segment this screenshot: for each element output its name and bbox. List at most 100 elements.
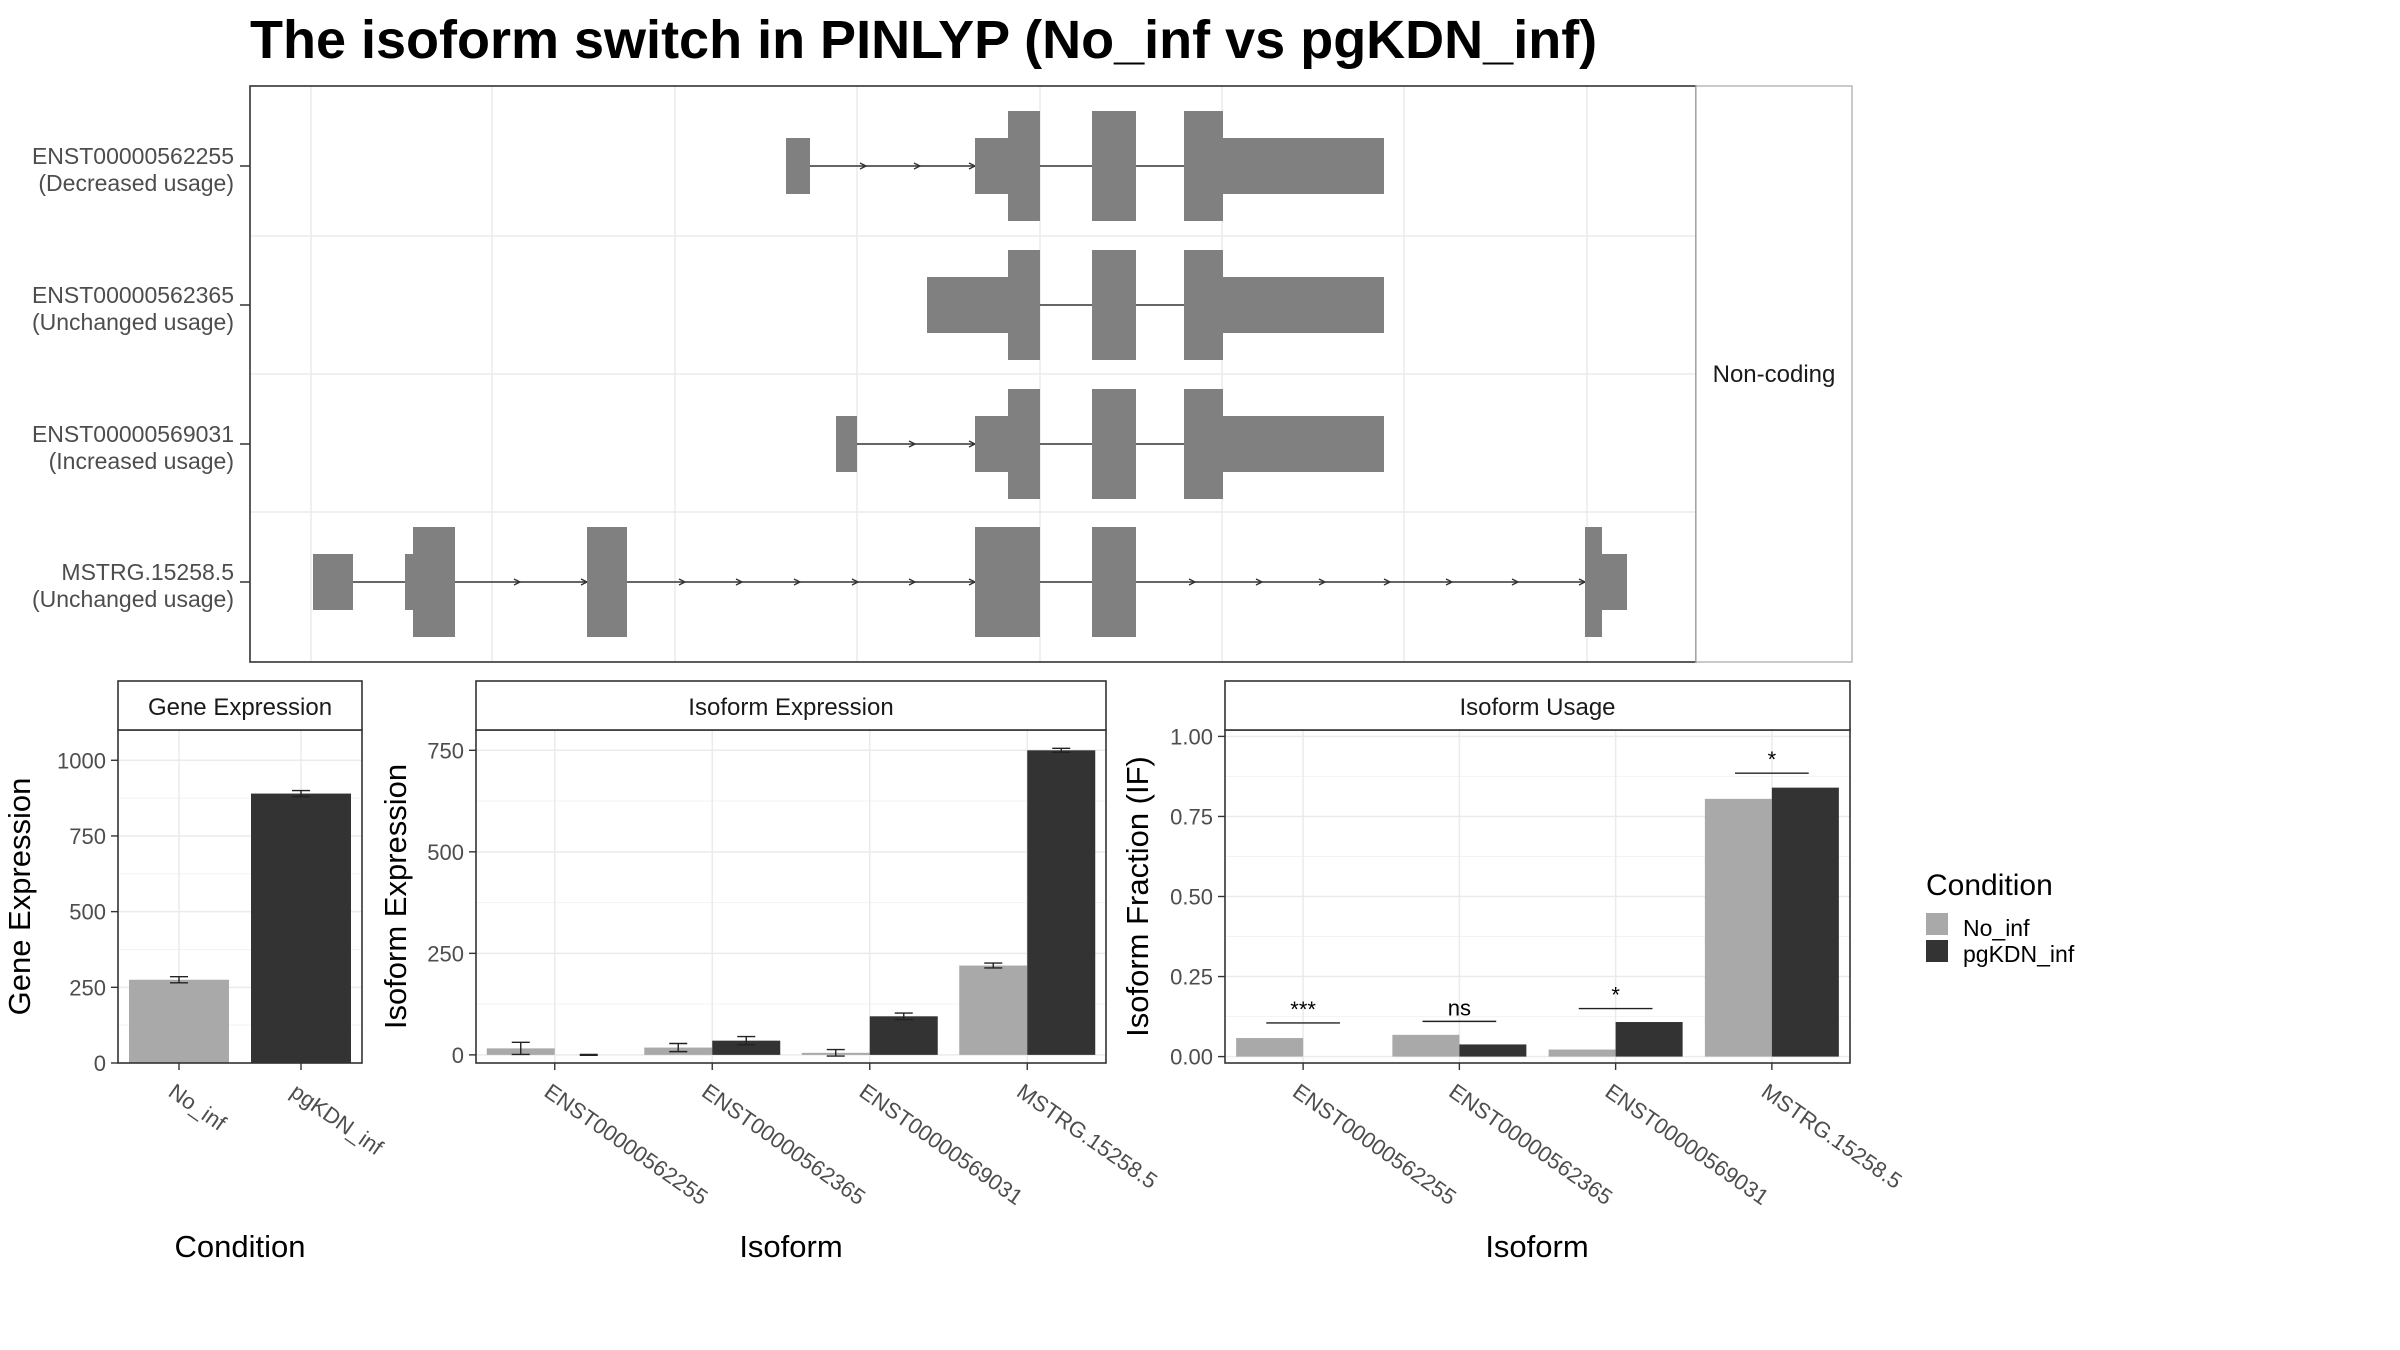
error-bar bbox=[984, 962, 1003, 969]
x-tick-label: ENST00000562255 bbox=[1288, 1079, 1461, 1210]
significance-label: ns bbox=[1448, 995, 1471, 1020]
bar-pgKDN_inf-ENST00000562365 bbox=[1459, 1044, 1527, 1057]
track-label-id: MSTRG.15258.5 bbox=[61, 559, 234, 585]
x-tick-label: pgKDN_inf bbox=[286, 1079, 388, 1161]
strand-arrow bbox=[1255, 578, 1264, 586]
isoform-structures bbox=[313, 111, 1627, 637]
strand-arrow bbox=[913, 162, 922, 170]
bar-No_inf bbox=[129, 979, 229, 1063]
track-label-id: ENST00000569031 bbox=[32, 421, 234, 447]
error-bar bbox=[894, 1012, 913, 1021]
track-label-id: ENST00000562365 bbox=[32, 282, 234, 308]
panel-isoform-expression: Isoform Expression 0 250 500 750 ENST00000562… bbox=[378, 680, 1162, 1264]
panel-strip bbox=[475, 680, 1107, 731]
strand-arrow bbox=[513, 578, 522, 586]
legend: Condition No_inf pgKDN_inf bbox=[1926, 869, 2075, 967]
error-bar bbox=[579, 1053, 598, 1056]
bars bbox=[1236, 787, 1839, 1057]
strand-arrow bbox=[851, 578, 860, 586]
x-axis-title: Condition bbox=[175, 1229, 306, 1264]
y-tick-label: 750 bbox=[69, 824, 106, 849]
coding-exon bbox=[1092, 527, 1136, 637]
bar-pgKDN_inf-ENST00000562365 bbox=[712, 1040, 781, 1055]
y-tick-label: 250 bbox=[69, 975, 106, 1000]
x-tick-label: ENST00000562365 bbox=[1445, 1079, 1618, 1210]
error-bar bbox=[170, 976, 188, 984]
y-tick-label: 500 bbox=[69, 900, 106, 925]
panel-strip-title: Isoform Expression bbox=[688, 694, 893, 721]
strand-arrow bbox=[859, 162, 868, 170]
error-bar bbox=[292, 789, 310, 798]
bar-No_inf-MSTRG.15258.5 bbox=[959, 965, 1028, 1055]
coding-exon bbox=[587, 527, 627, 637]
y-tick-label: 500 bbox=[427, 840, 464, 865]
y-tick-label: 0.25 bbox=[1170, 965, 1213, 990]
isoform-structure-panel: Non-coding ENST00000562255(Decreased usa… bbox=[32, 85, 1853, 663]
bar-No_inf-MSTRG.15258.5 bbox=[1704, 798, 1772, 1057]
isoform-structure-ENST00000569031 bbox=[836, 389, 1384, 499]
y-tick-label: 1000 bbox=[57, 748, 106, 773]
bar-pgKDN_inf-MSTRG.15258.5 bbox=[1027, 750, 1096, 1055]
y-tick-label: 750 bbox=[427, 738, 464, 763]
coding-exon bbox=[1092, 250, 1136, 360]
y-tick-label: 0 bbox=[94, 1051, 106, 1076]
y-tick-label: 0 bbox=[452, 1043, 464, 1068]
bar-pgKDN_inf-ENST00000569031 bbox=[869, 1016, 938, 1055]
x-tick-label: ENST00000569031 bbox=[1601, 1079, 1774, 1210]
utr-exon bbox=[1223, 416, 1384, 472]
utr-exon bbox=[405, 554, 413, 610]
y-tick-label: 0.00 bbox=[1170, 1045, 1213, 1070]
y-axis-title: Gene Expression bbox=[2, 778, 37, 1016]
utr-exon bbox=[1223, 138, 1384, 194]
bar-pgKDN_inf bbox=[251, 793, 351, 1063]
y-tick-label: 1.00 bbox=[1170, 724, 1213, 749]
utr-exon bbox=[836, 416, 857, 472]
bar-No_inf-ENST00000562365 bbox=[1392, 1034, 1460, 1057]
track-label-usage: (Increased usage) bbox=[49, 448, 234, 474]
strand-arrow bbox=[1318, 578, 1327, 586]
bar-No_inf-ENST00000569031 bbox=[1548, 1049, 1616, 1057]
x-axis-title: Isoform bbox=[739, 1229, 842, 1264]
x-tick-label: MSTRG.15258.5 bbox=[1757, 1079, 1907, 1194]
utr-exon bbox=[927, 277, 1008, 333]
bars bbox=[129, 789, 351, 1063]
y-tick-label: 0.50 bbox=[1170, 885, 1213, 910]
x-tick-label: MSTRG.15258.5 bbox=[1012, 1079, 1162, 1194]
utr-exon bbox=[1223, 277, 1384, 333]
track-label-id: ENST00000562255 bbox=[32, 143, 234, 169]
strand-arrow bbox=[1383, 578, 1392, 586]
coding-exon bbox=[1184, 250, 1223, 360]
x-tick-label: ENST00000562365 bbox=[697, 1079, 870, 1210]
coding-exon bbox=[1008, 389, 1040, 499]
error-bar bbox=[1052, 747, 1071, 754]
strand-arrow bbox=[1445, 578, 1454, 586]
bar-pgKDN_inf-MSTRG.15258.5 bbox=[1771, 787, 1839, 1057]
track-label-usage: (Unchanged usage) bbox=[32, 309, 234, 335]
panel-gene-expression: Gene Expression 0 250 500 750 1000 No_inf pgKDN… bbox=[2, 680, 388, 1264]
panel-strip bbox=[1224, 680, 1851, 731]
track-label-usage: (Decreased usage) bbox=[38, 170, 234, 196]
coding-exon bbox=[1585, 527, 1602, 637]
facet-label-noncoding: Non-coding bbox=[1713, 361, 1836, 388]
legend-label-no-inf: No_inf bbox=[1963, 915, 2030, 941]
utr-exon bbox=[313, 554, 353, 610]
y-tick-label: 0.75 bbox=[1170, 804, 1213, 829]
panel-strip-title: Gene Expression bbox=[148, 694, 332, 721]
error-bar bbox=[669, 1042, 688, 1053]
bar-chart-panels: Gene Expression 0 250 500 750 1000 No_inf pgKDN… bbox=[2, 680, 1907, 1264]
significance-label: * bbox=[1768, 747, 1777, 772]
strand-arrow bbox=[1511, 578, 1520, 586]
utr-exon bbox=[975, 138, 1008, 194]
strand-arrow bbox=[793, 578, 802, 586]
coding-exon bbox=[1092, 111, 1136, 221]
y-tick-label: 250 bbox=[427, 941, 464, 966]
error-bar bbox=[826, 1048, 845, 1057]
x-tick-label: ENST00000569031 bbox=[855, 1079, 1028, 1210]
strand-arrow bbox=[908, 440, 917, 448]
error-bar bbox=[511, 1041, 530, 1056]
utr-exon bbox=[975, 416, 1008, 472]
strand-arrow bbox=[1188, 578, 1197, 586]
coding-exon bbox=[975, 527, 1040, 637]
x-axis-title: Isoform bbox=[1485, 1229, 1588, 1264]
strand-arrow bbox=[678, 578, 687, 586]
